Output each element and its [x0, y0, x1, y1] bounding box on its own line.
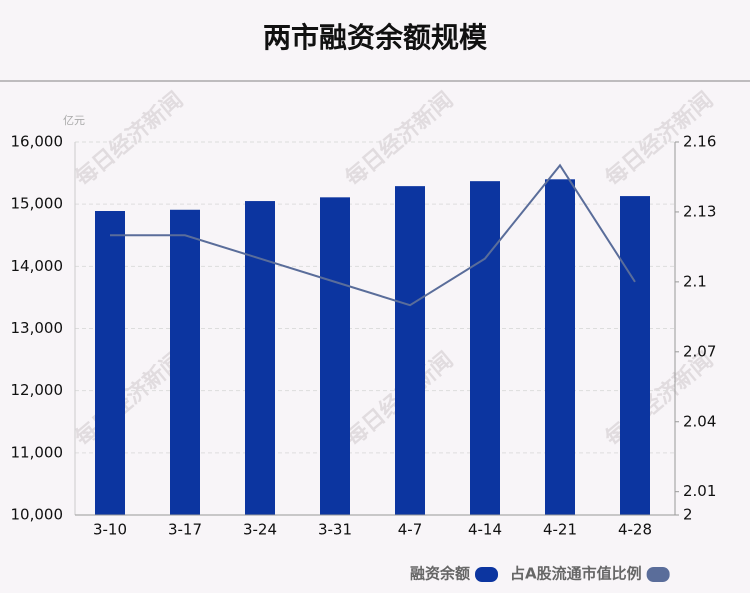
y2-tick-label: 2.07 — [683, 342, 716, 360]
y2-tick-label: 2.1 — [683, 272, 707, 290]
x-tick-label: 4-28 — [618, 521, 652, 539]
chart-title: 两市融资余额规模 — [263, 21, 488, 54]
bar — [620, 196, 650, 515]
bar — [320, 197, 350, 515]
y-tick-label: 10,000 — [11, 506, 64, 524]
x-tick-label: 4-21 — [543, 521, 577, 539]
y-tick-label: 14,000 — [11, 257, 64, 275]
y2-tick-label: 2.13 — [683, 202, 716, 220]
y-tick-label: 16,000 — [11, 133, 64, 151]
bar — [545, 179, 575, 516]
x-tick-label: 3-10 — [93, 521, 127, 539]
x-tick-label: 4-7 — [398, 521, 423, 539]
x-tick-label: 3-24 — [243, 521, 277, 539]
legend-swatch — [475, 567, 499, 582]
bar — [95, 211, 125, 515]
bar — [395, 186, 425, 515]
y2-tick-label: 2.04 — [683, 412, 716, 430]
x-tick-label: 4-14 — [468, 521, 502, 539]
legend-label: 占A股流通市值比例 — [510, 565, 642, 583]
y-tick-label: 15,000 — [11, 195, 64, 213]
legend-swatch — [646, 567, 670, 582]
y-tick-label: 11,000 — [11, 443, 64, 461]
y2-tick-label: 2 — [683, 506, 693, 524]
y-tick-label: 12,000 — [11, 381, 64, 399]
bar — [245, 201, 275, 515]
legend-label: 融资余额 — [410, 565, 470, 583]
y2-tick-label: 2.01 — [683, 482, 716, 500]
bar — [470, 181, 500, 516]
y-tick-label: 13,000 — [11, 319, 64, 337]
x-tick-label: 3-31 — [318, 521, 352, 539]
y-axis-unit: 亿元 — [63, 114, 85, 127]
y2-tick-label: 2.16 — [683, 133, 716, 151]
x-tick-label: 3-17 — [168, 521, 202, 539]
bar — [170, 209, 200, 516]
line — [110, 163, 636, 307]
